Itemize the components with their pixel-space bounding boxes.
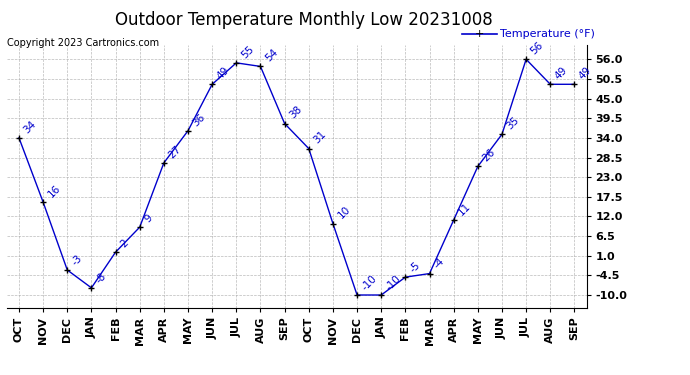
Text: 49: 49 [578,65,593,81]
Text: 11: 11 [457,201,473,217]
Text: 16: 16 [46,183,62,200]
Text: 34: 34 [22,118,38,135]
Text: 10: 10 [336,204,352,221]
Text: -4: -4 [433,256,446,271]
Text: 49: 49 [215,65,231,81]
Text: -10: -10 [360,273,379,292]
Text: -3: -3 [70,253,84,267]
Text: +: + [475,29,484,39]
Text: 49: 49 [553,65,569,81]
Text: Outdoor Temperature Monthly Low 20231008: Outdoor Temperature Monthly Low 20231008 [115,11,493,29]
Text: Copyright 2023 Cartronics.com: Copyright 2023 Cartronics.com [7,38,159,48]
Text: 56: 56 [529,40,545,57]
Text: -8: -8 [95,271,108,285]
Text: Temperature (°F): Temperature (°F) [500,29,595,39]
Text: 55: 55 [239,44,255,60]
Text: 26: 26 [481,147,497,164]
Text: 31: 31 [312,129,328,146]
Text: 2: 2 [119,238,130,249]
Text: 35: 35 [505,115,521,132]
Text: -10: -10 [384,273,403,292]
Text: 38: 38 [288,104,304,121]
Text: 36: 36 [191,111,207,128]
Text: 54: 54 [264,47,279,64]
Text: -5: -5 [408,260,422,274]
Text: 27: 27 [167,144,183,160]
Text: 9: 9 [143,213,155,224]
